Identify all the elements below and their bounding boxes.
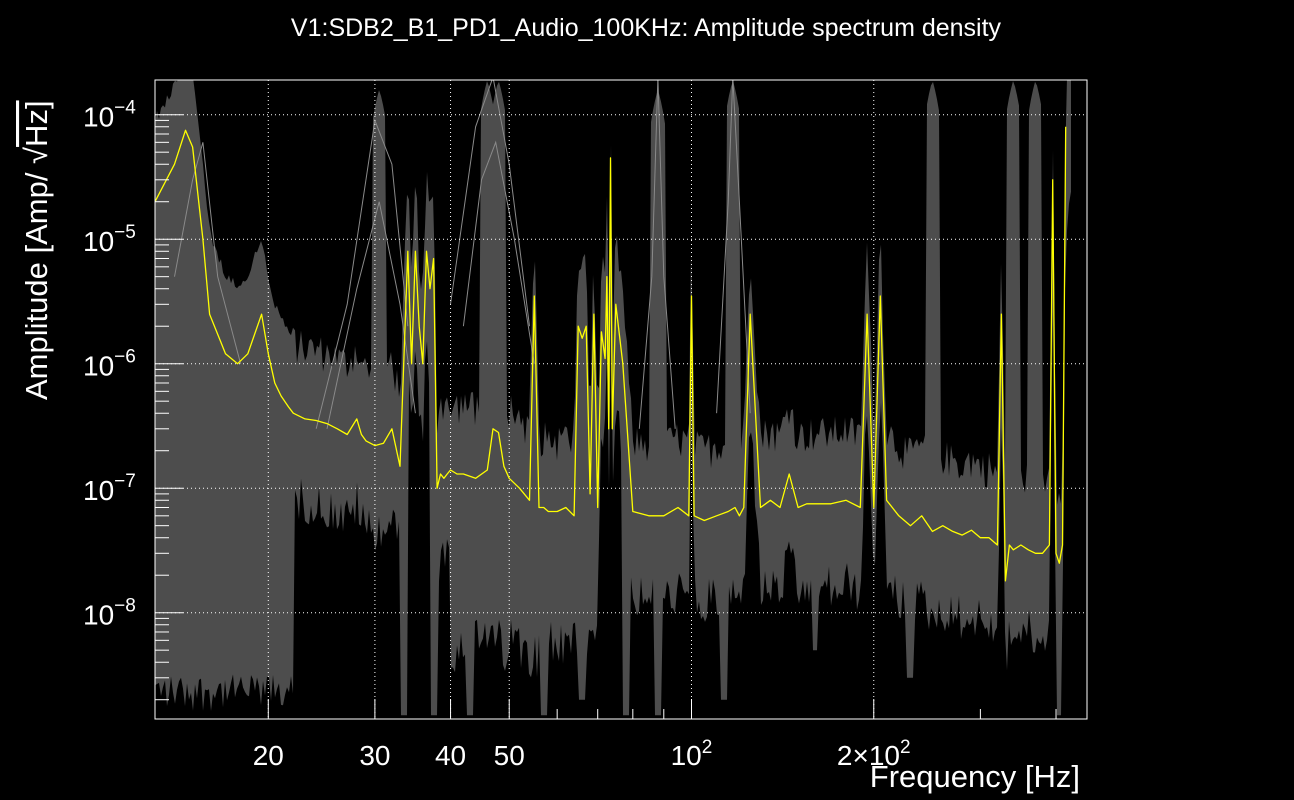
x-tick-label: 30 (359, 740, 390, 771)
reference-line (462, 140, 535, 364)
y-tick-label: 10−4 (83, 98, 136, 133)
x-axis-ticks: 20 30 40 50 102 2×102 (253, 699, 1057, 771)
y-tick-label: 10−6 (83, 347, 136, 382)
reference-line (716, 80, 751, 414)
y-tick-label: 10−8 (83, 596, 136, 631)
series-line (155, 126, 1067, 582)
grid (155, 80, 1087, 719)
y-axis-label-unit: Hz] (19, 100, 54, 147)
reference-line (450, 80, 530, 327)
x-tick-label: 2×102 (837, 737, 911, 771)
x-tick-label: 50 (494, 740, 525, 771)
y-tick-label: 10−7 (83, 471, 136, 506)
x-tick-label: 102 (671, 737, 713, 771)
y-axis-label-text: Amplitude [Amp/ (19, 164, 54, 400)
chart-title: V1:SDB2_B1_PD1_Audio_100KHz: Amplitude s… (291, 14, 1002, 42)
y-axis-label: Amplitude [Amp/ √Hz] (19, 100, 54, 400)
x-axis-label: Frequency [Hz] (870, 759, 1080, 794)
y-axis-label-root: √ (19, 147, 54, 164)
x-tick-label: 40 (435, 740, 466, 771)
x-tick-label: 20 (253, 740, 284, 771)
plot-frame (154, 79, 1088, 720)
y-tick-label: 10−5 (83, 222, 136, 257)
reference-line (638, 80, 676, 429)
series-layer (155, 126, 1067, 582)
reference-line (174, 142, 242, 364)
y-axis-ticks: 10−8 10−7 10−6 10−5 10−4 (83, 98, 183, 701)
